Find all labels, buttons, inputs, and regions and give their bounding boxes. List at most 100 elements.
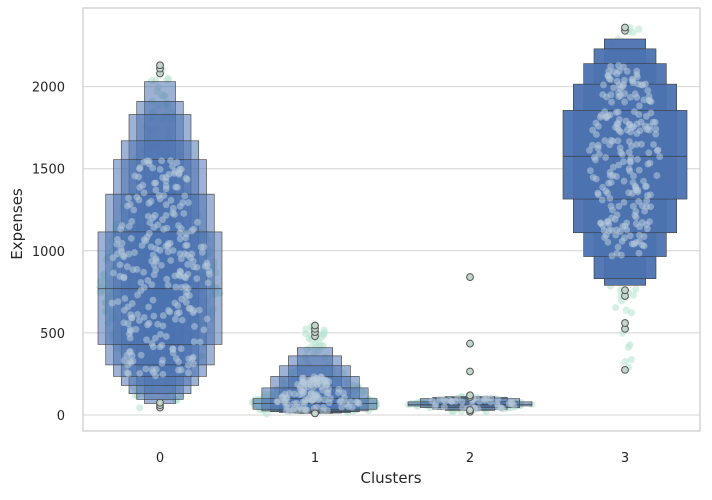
- swarm-point: [121, 295, 129, 302]
- swarm-point: [184, 261, 192, 268]
- swarm-point: [608, 98, 615, 106]
- swarm-point: [177, 345, 185, 353]
- swarm-point: [620, 177, 628, 185]
- swarm-point: [140, 268, 147, 276]
- swarm-point: [613, 226, 621, 234]
- swarm-point: [646, 218, 654, 226]
- swarm-point: [174, 302, 182, 309]
- swarm-point: [312, 375, 320, 382]
- swarm-point: [285, 389, 293, 397]
- swarm-point: [621, 358, 629, 366]
- swarm-point: [196, 338, 204, 346]
- swarm-point: [645, 92, 653, 100]
- swarm-point: [644, 87, 652, 94]
- swarm-point: [188, 227, 195, 235]
- swarm-point: [626, 341, 634, 349]
- swarm-point: [294, 380, 301, 388]
- swarm-point: [638, 140, 645, 148]
- swarm-point: [642, 183, 649, 190]
- swarm-point: [120, 253, 128, 261]
- swarm-point: [612, 303, 620, 312]
- swarm-point: [154, 320, 162, 328]
- y-axis-label: Expenses: [8, 188, 26, 260]
- swarm-point: [635, 166, 643, 174]
- swarm-point: [146, 219, 154, 227]
- swarm-point: [647, 203, 655, 211]
- x-tick-labels: 0 1 2 3: [156, 451, 629, 466]
- swarm-point: [310, 396, 318, 403]
- swarm-point: [636, 127, 644, 135]
- swarm-point: [302, 406, 310, 413]
- swarm-point: [139, 181, 147, 189]
- swarm-point: [162, 211, 170, 219]
- swarm-point: [589, 174, 597, 181]
- swarm-point: [136, 404, 144, 412]
- swarm-point: [169, 247, 177, 254]
- swarm-point: [137, 279, 145, 286]
- swarm-point: [634, 155, 641, 163]
- swarm-point: [187, 254, 194, 262]
- swarm-point: [313, 403, 321, 411]
- swarm-point: [635, 111, 643, 118]
- swarm-point: [588, 141, 596, 149]
- swarm-point: [194, 218, 201, 226]
- swarm-point: [159, 312, 167, 319]
- swarm-point: [152, 365, 160, 373]
- swarm-point: [178, 295, 186, 303]
- swarm-point: [149, 251, 157, 259]
- swarm-point: [127, 235, 135, 242]
- swarm-point: [182, 174, 190, 182]
- swarm-point: [123, 263, 131, 271]
- swarm-point: [653, 172, 661, 179]
- swarm-point: [653, 147, 661, 155]
- swarm-point: [592, 156, 599, 164]
- swarm-point: [136, 369, 144, 377]
- swarm-point: [178, 316, 186, 324]
- y-tick-label: 1000: [32, 245, 65, 260]
- swarm-point: [180, 210, 188, 217]
- x-tick-label: 0: [156, 451, 164, 466]
- swarm-point: [635, 25, 643, 33]
- outlier-point: [621, 365, 629, 374]
- swarm-point: [120, 357, 128, 364]
- swarm-point: [641, 122, 649, 130]
- swarm-point: [164, 281, 172, 289]
- swarm-point: [164, 242, 172, 250]
- swarm-point: [589, 126, 597, 134]
- swarm-point: [114, 235, 121, 243]
- swarm-point: [162, 333, 170, 340]
- x-tick-label: 3: [621, 451, 629, 466]
- swarm-point: [149, 214, 157, 222]
- swarm-point: [189, 353, 197, 361]
- swarm-point: [600, 227, 608, 234]
- swarm-point: [150, 312, 158, 320]
- swarm-point: [135, 317, 143, 324]
- swarm-point: [126, 348, 134, 356]
- swarm-point: [616, 144, 624, 152]
- swarm-point: [607, 202, 615, 210]
- swarm-point: [644, 225, 651, 233]
- swarm-point: [203, 315, 211, 323]
- swarm-point: [142, 365, 150, 373]
- swarm-point: [176, 235, 184, 243]
- swarm-point: [608, 226, 616, 234]
- swarm-point: [487, 398, 495, 406]
- swarm-point: [301, 329, 310, 338]
- swarm-point: [179, 199, 187, 207]
- swarm-point: [158, 261, 165, 269]
- swarm-point: [618, 151, 626, 158]
- swarm-point: [622, 306, 630, 314]
- swarm-point: [505, 400, 513, 407]
- swarm-point: [594, 189, 602, 197]
- swarm-point: [145, 229, 153, 237]
- swarm-point: [135, 173, 143, 181]
- swarm-point: [166, 308, 174, 316]
- swarm-point: [120, 319, 128, 327]
- swarm-point: [158, 157, 166, 165]
- swarm-point: [436, 395, 444, 403]
- swarm-point: [621, 90, 629, 97]
- swarm-point: [647, 109, 655, 117]
- swarm-point: [185, 369, 192, 377]
